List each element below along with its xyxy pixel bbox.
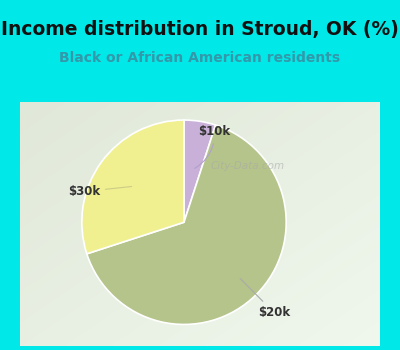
- Text: $30k: $30k: [68, 185, 132, 198]
- Text: Income distribution in Stroud, OK (%): Income distribution in Stroud, OK (%): [1, 20, 399, 39]
- Text: Black or African American residents: Black or African American residents: [60, 51, 340, 65]
- Wedge shape: [82, 120, 184, 254]
- Text: City-Data.com: City-Data.com: [211, 161, 285, 171]
- Text: $10k: $10k: [195, 125, 231, 168]
- Wedge shape: [184, 120, 216, 222]
- Text: $20k: $20k: [240, 278, 290, 319]
- Wedge shape: [87, 125, 286, 324]
